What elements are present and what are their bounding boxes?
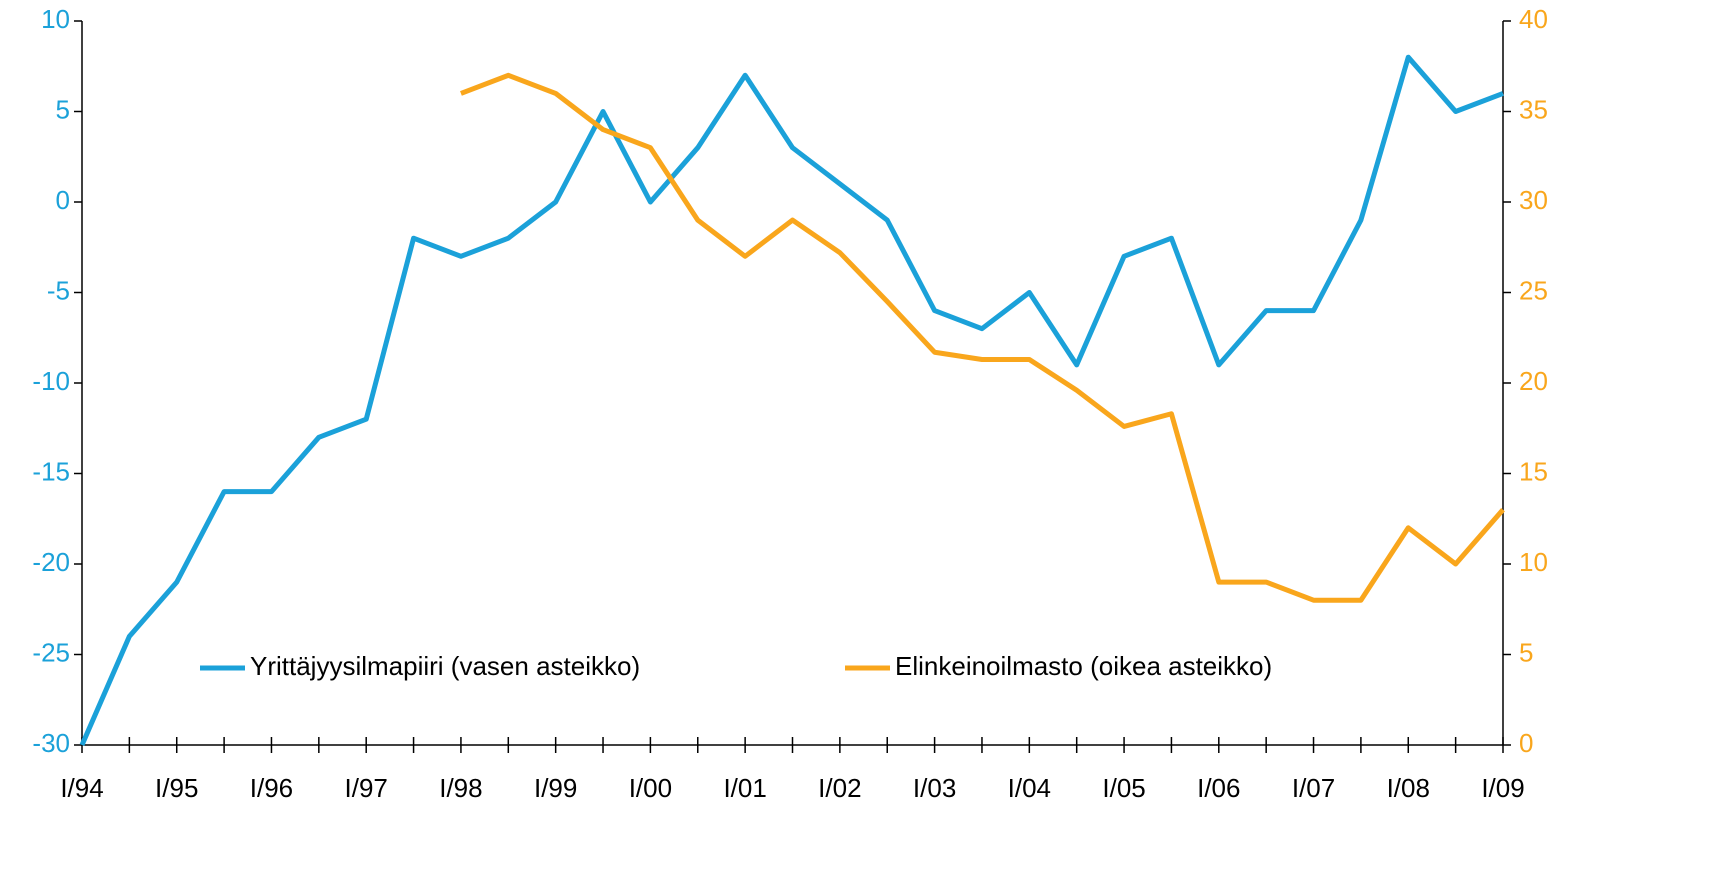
x-tick-label: I/08 — [1387, 773, 1430, 803]
x-tick-label: I/03 — [913, 773, 956, 803]
x-tick-label: I/05 — [1102, 773, 1145, 803]
x-tick-label: I/97 — [345, 773, 388, 803]
series-line — [79, 54, 1504, 746]
y2-tick-label: 20 — [1519, 366, 1548, 396]
y2-tick-label: 0 — [1519, 728, 1533, 758]
y-tick-label: -20 — [32, 547, 70, 577]
x-tick-label: I/02 — [818, 773, 861, 803]
x-tick-label: I/95 — [155, 773, 198, 803]
y2-tick-label: 10 — [1519, 547, 1548, 577]
y2-tick-label: 15 — [1519, 456, 1548, 486]
y2-tick-label: 35 — [1519, 94, 1548, 124]
x-tick-label: I/09 — [1481, 773, 1524, 803]
legend-label: Elinkeinoilmasto (oikea asteikko) — [895, 651, 1272, 681]
series-line — [460, 72, 1505, 603]
x-tick-label: I/94 — [60, 773, 103, 803]
y-tick-label: -25 — [32, 637, 70, 667]
x-tick-label: I/07 — [1292, 773, 1335, 803]
y2-tick-label: 30 — [1519, 185, 1548, 215]
legend-label: Yrittäjyysilmapiiri (vasen asteikko) — [250, 651, 640, 681]
y-tick-label: -30 — [32, 728, 70, 758]
y-tick-label: -5 — [47, 275, 70, 305]
y-tick-label: 10 — [41, 4, 70, 34]
y-tick-label: -15 — [32, 456, 70, 486]
x-tick-label: I/06 — [1197, 773, 1240, 803]
y-tick-label: 5 — [56, 94, 70, 124]
y-tick-label: -10 — [32, 366, 70, 396]
y2-tick-label: 5 — [1519, 637, 1533, 667]
y-tick-label: 0 — [56, 185, 70, 215]
x-tick-label: I/98 — [439, 773, 482, 803]
x-tick-label: I/99 — [534, 773, 577, 803]
y2-tick-label: 25 — [1519, 275, 1548, 305]
x-tick-label: I/96 — [250, 773, 293, 803]
y2-tick-label: 40 — [1519, 4, 1548, 34]
x-tick-label: I/04 — [1008, 773, 1051, 803]
x-tick-label: I/00 — [629, 773, 672, 803]
x-tick-label: I/01 — [723, 773, 766, 803]
